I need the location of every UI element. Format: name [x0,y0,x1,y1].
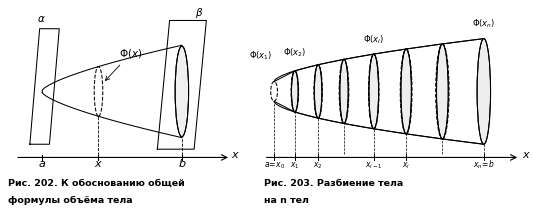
Text: $x$: $x$ [94,159,103,169]
Text: $\alpha$: $\alpha$ [37,14,45,24]
Ellipse shape [477,39,490,144]
Text: Рис. 203. Разбиение тела: Рис. 203. Разбиение тела [264,179,403,188]
Text: $x_{i-1}$: $x_{i-1}$ [365,160,383,171]
Text: $x$: $x$ [522,150,531,160]
Text: $x_1$: $x_1$ [290,160,300,171]
Ellipse shape [292,71,298,112]
Ellipse shape [314,65,322,118]
Text: $b$: $b$ [177,157,186,169]
Text: $\Phi(x)$: $\Phi(x)$ [106,47,142,81]
Ellipse shape [175,46,189,137]
Text: на n тел: на n тел [264,196,309,205]
Text: $x_n\!=\!b$: $x_n\!=\!b$ [473,158,495,171]
Text: $x$: $x$ [231,150,240,160]
Text: формулы объёма тела: формулы объёма тела [8,196,132,205]
Text: Рис. 202. К обоснованию общей: Рис. 202. К обоснованию общей [8,179,184,188]
Text: $\Phi(x_1)$: $\Phi(x_1)$ [249,49,273,62]
Text: $x_2$: $x_2$ [313,160,323,171]
Text: $x_i$: $x_i$ [402,160,410,171]
Ellipse shape [401,49,411,134]
Text: $\Phi(x_2)$: $\Phi(x_2)$ [283,47,306,59]
Text: $a$: $a$ [38,159,46,169]
Text: $\Phi(x_n)$: $\Phi(x_n)$ [472,18,496,30]
Ellipse shape [437,44,448,139]
Text: $\beta$: $\beta$ [195,6,203,20]
Ellipse shape [369,54,378,129]
Text: $a\!=\!x_0$: $a\!=\!x_0$ [263,160,285,171]
Text: $\Phi(x_i)$: $\Phi(x_i)$ [363,33,384,46]
Ellipse shape [340,59,348,124]
